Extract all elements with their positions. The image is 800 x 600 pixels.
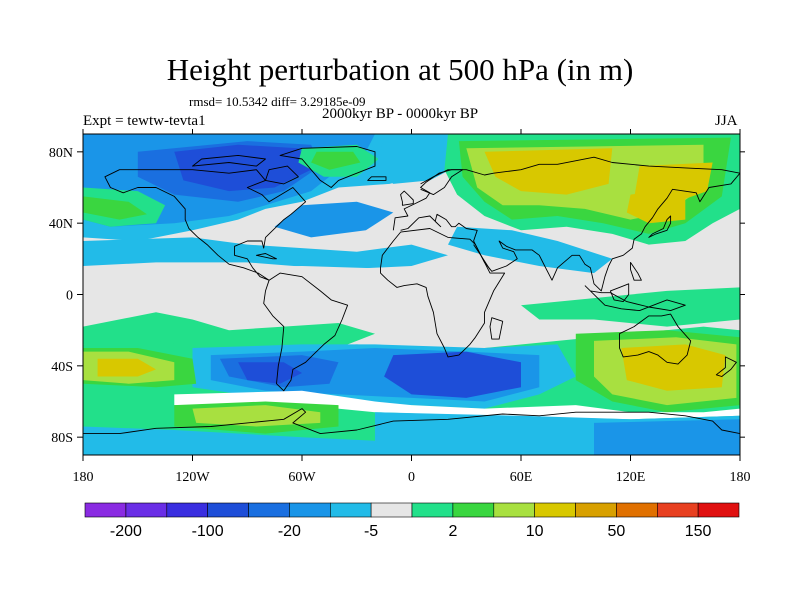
coast-cuba <box>255 253 277 260</box>
coast-north-america <box>104 169 307 281</box>
coast-greenland <box>279 146 376 188</box>
colorbar-swatch <box>84 502 127 518</box>
colorbar-label: -100 <box>192 523 224 540</box>
contour-sh-blue-south2 <box>594 419 740 455</box>
coast-australia <box>619 313 692 365</box>
x-tick-label: 120W <box>175 470 210 485</box>
contour-sh-gold-aus <box>621 344 726 391</box>
coast-madagascar <box>489 317 504 340</box>
contour-sh-gold-pac-w <box>97 358 156 377</box>
season-label: JJA <box>715 113 738 129</box>
coast-canadian-archipelago <box>192 154 266 167</box>
y-tick-label: 80N <box>49 146 73 161</box>
colorbar-swatch <box>166 502 209 518</box>
x-tick-label: 0 <box>408 470 415 485</box>
contour-sh-dark-blue-s-pacific <box>238 362 302 384</box>
contour-green2-pacific <box>83 196 147 220</box>
coast-baffin <box>265 165 299 185</box>
contour-eq-grey <box>83 266 740 341</box>
colorbar-label: 10 <box>526 523 544 540</box>
colorbar-swatch <box>697 502 740 518</box>
plot-title: Height perturbation at 500 hPa (in m) <box>166 52 634 87</box>
colorbar-swatch <box>125 502 168 518</box>
contour-indo-green <box>521 287 740 327</box>
coast-borneo <box>609 283 630 303</box>
latitude-axis: 80N 40N 0 40S 80S <box>49 146 745 446</box>
colorbar-swatch <box>329 502 372 518</box>
y-tick-label: 40S <box>51 360 73 375</box>
coast-scandinavia <box>420 169 464 196</box>
coast-africa <box>380 228 506 358</box>
coast-japan <box>648 215 672 238</box>
x-tick-label: 60E <box>510 470 533 485</box>
contour-canada-dark <box>174 144 312 192</box>
contour-atlantic-blue <box>274 201 394 238</box>
colorbar-swatch <box>575 502 617 518</box>
colorbar-swatch <box>370 502 413 518</box>
y-tick-label: 80S <box>51 431 73 446</box>
colorbar-swatch <box>534 502 576 518</box>
coastlines <box>83 146 740 435</box>
coast-eurasia <box>392 156 740 292</box>
contour-field <box>83 134 740 455</box>
x-tick-label: 120E <box>616 470 646 485</box>
colorbar-swatch <box>656 502 699 518</box>
colorbar-swatch <box>289 502 331 518</box>
contour-greenland-green2 <box>311 151 361 170</box>
x-tick-label: 60W <box>288 470 316 485</box>
colorbar-label: -20 <box>278 523 301 540</box>
plot-subtitle: 2000kyr BP - 0000kyr BP <box>322 106 479 122</box>
contour-sh-light-southpole <box>83 426 375 455</box>
colorbar-swatch <box>493 502 535 518</box>
colorbar-label: 2 <box>448 523 457 540</box>
colorbar-label: 150 <box>685 523 712 540</box>
stats-text: rmsd= 10.5342 diff= 3.29185e-09 <box>189 94 366 109</box>
coast-philippines <box>630 261 642 281</box>
colorbar-swatch <box>248 502 290 518</box>
colorbar-label: -200 <box>110 523 142 540</box>
experiment-label: Expt = tewtw-tevta1 <box>83 113 206 129</box>
coast-arabian-red-sea <box>473 244 491 270</box>
colorbar-label: -5 <box>364 523 378 540</box>
coast-antarctica <box>83 408 740 435</box>
longitude-axis: 180 120W 60W 0 60E 120E 180 <box>73 129 751 485</box>
contour-nw-pacific-gold <box>626 187 686 224</box>
colorbar: -200 -100 -20 -5 2 10 50 150 <box>84 502 740 540</box>
coast-iceland <box>367 176 387 181</box>
x-tick-label: 180 <box>730 470 751 485</box>
y-tick-label: 0 <box>66 289 73 304</box>
colorbar-label: 50 <box>608 523 626 540</box>
coast-british-isles <box>400 190 414 206</box>
coast-indonesia <box>584 285 686 312</box>
coast-south-america <box>263 272 349 392</box>
contour-europe-light <box>375 137 458 184</box>
y-tick-label: 40N <box>49 217 73 232</box>
contour-sh-dark-blue-s-atlantic <box>384 351 521 398</box>
colorbar-swatch <box>411 502 454 518</box>
colorbar-swatch <box>207 502 249 518</box>
contour-sh-yellow-south <box>192 405 321 427</box>
coast-new-zealand <box>715 356 737 377</box>
colorbar-swatch <box>616 502 658 518</box>
colorbar-swatch <box>452 502 495 518</box>
x-tick-label: 180 <box>73 470 94 485</box>
